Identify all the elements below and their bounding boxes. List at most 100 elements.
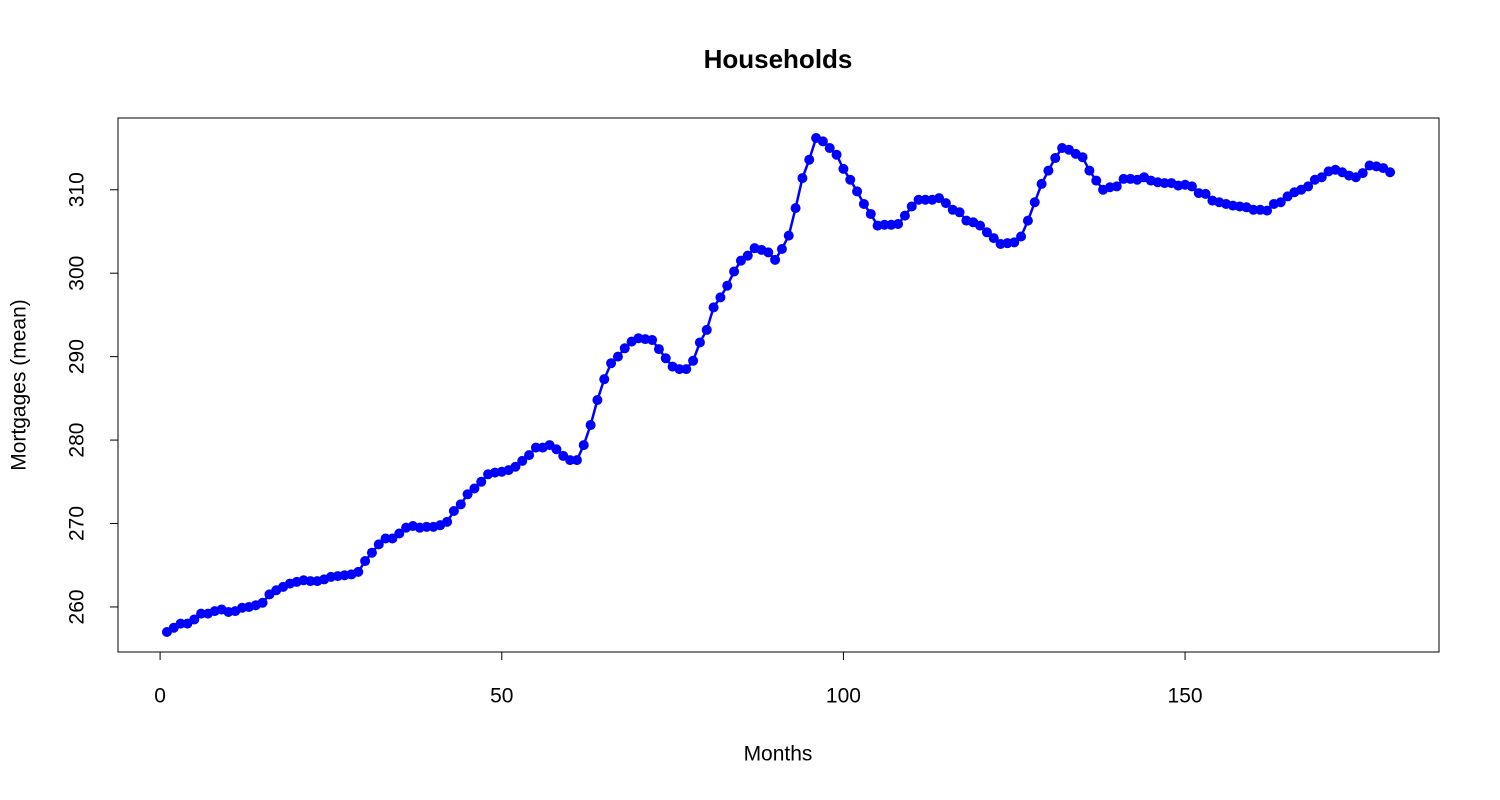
data-point: [394, 528, 405, 539]
data-point: [592, 395, 603, 406]
plot-frame: [117, 117, 1440, 653]
data-point: [360, 556, 371, 567]
y-tick-label: 280: [66, 423, 89, 458]
data-point: [442, 516, 453, 527]
data-point: [783, 230, 794, 241]
data-point: [1043, 165, 1054, 176]
data-point: [674, 364, 685, 375]
data-point: [763, 247, 774, 258]
data-point: [1036, 178, 1047, 189]
data-point: [790, 203, 801, 214]
data-point: [387, 533, 398, 544]
data-point: [1118, 173, 1129, 184]
y-tick-label: 260: [66, 589, 89, 624]
data-point: [797, 173, 808, 184]
data-point: [988, 233, 999, 244]
data-point: [1084, 165, 1095, 176]
data-point: [770, 254, 781, 265]
data-point: [865, 208, 876, 219]
data-point: [1186, 181, 1197, 192]
data-point: [1275, 197, 1286, 208]
data-point: [824, 143, 835, 154]
data-point: [524, 450, 535, 461]
data-point: [653, 344, 664, 355]
data-point: [920, 194, 931, 205]
data-point: [1303, 181, 1314, 192]
data-point: [1029, 197, 1040, 208]
data-point: [1316, 172, 1327, 183]
data-point: [701, 324, 712, 335]
data-point: [838, 163, 849, 174]
data-point: [981, 227, 992, 238]
data-point: [1200, 188, 1211, 199]
data-point: [906, 201, 917, 212]
data-point: [647, 334, 658, 345]
data-point: [530, 442, 541, 453]
data-point: [353, 566, 364, 577]
y-tick-label: 310: [66, 172, 89, 207]
data-point: [913, 194, 924, 205]
data-point: [1016, 231, 1027, 242]
data-point: [899, 210, 910, 221]
data-point: [571, 455, 582, 466]
data-point: [975, 220, 986, 231]
data-point: [565, 455, 576, 466]
data-point: [715, 292, 726, 303]
data-point: [1009, 237, 1020, 248]
data-point: [585, 420, 596, 431]
data-point: [1248, 204, 1259, 215]
data-point: [742, 250, 753, 261]
x-tick-label: 150: [1168, 685, 1203, 708]
data-point: [619, 343, 630, 354]
data-point: [305, 576, 316, 587]
data-point: [448, 505, 459, 516]
x-axis-label: Months: [744, 743, 813, 766]
data-point: [817, 136, 828, 147]
data-point: [708, 302, 719, 313]
data-point: [804, 154, 815, 165]
data-point: [373, 539, 384, 550]
data-point: [1159, 178, 1170, 189]
data-point: [729, 266, 740, 277]
data-point: [1022, 215, 1033, 226]
data-point: [1050, 153, 1061, 164]
y-axis-label: Mortgages (mean): [8, 299, 31, 471]
data-point: [688, 355, 699, 366]
data-point: [462, 489, 473, 500]
data-point: [551, 444, 562, 455]
data-point: [380, 533, 391, 544]
data-point: [735, 255, 746, 266]
data-point: [189, 614, 200, 625]
data-point: [852, 186, 863, 197]
data-point: [831, 149, 842, 160]
y-tick-label: 300: [66, 256, 89, 291]
data-point: [612, 351, 623, 362]
data-point: [681, 364, 692, 375]
data-point: [421, 521, 432, 532]
data-point: [879, 219, 890, 230]
y-tick-label: 290: [66, 339, 89, 374]
data-point: [776, 243, 787, 254]
x-tick-label: 50: [490, 685, 513, 708]
x-tick-label: 100: [826, 685, 861, 708]
data-point: [940, 198, 951, 209]
data-point: [845, 174, 856, 185]
data-point: [455, 499, 466, 510]
data-point: [1262, 205, 1273, 216]
data-point: [694, 337, 705, 348]
series-line: [166, 136, 1391, 634]
data-point: [893, 218, 904, 229]
data-point: [366, 547, 377, 558]
x-tick-label: 0: [154, 685, 166, 708]
data-point: [175, 618, 186, 629]
data-point: [469, 483, 480, 494]
data-point: [1077, 152, 1088, 163]
data-point: [1385, 167, 1396, 178]
data-point: [196, 608, 207, 619]
data-point: [606, 358, 617, 369]
data-point: [858, 198, 869, 209]
data-point: [578, 440, 589, 451]
data-point: [660, 353, 671, 364]
data-point: [1357, 168, 1368, 179]
